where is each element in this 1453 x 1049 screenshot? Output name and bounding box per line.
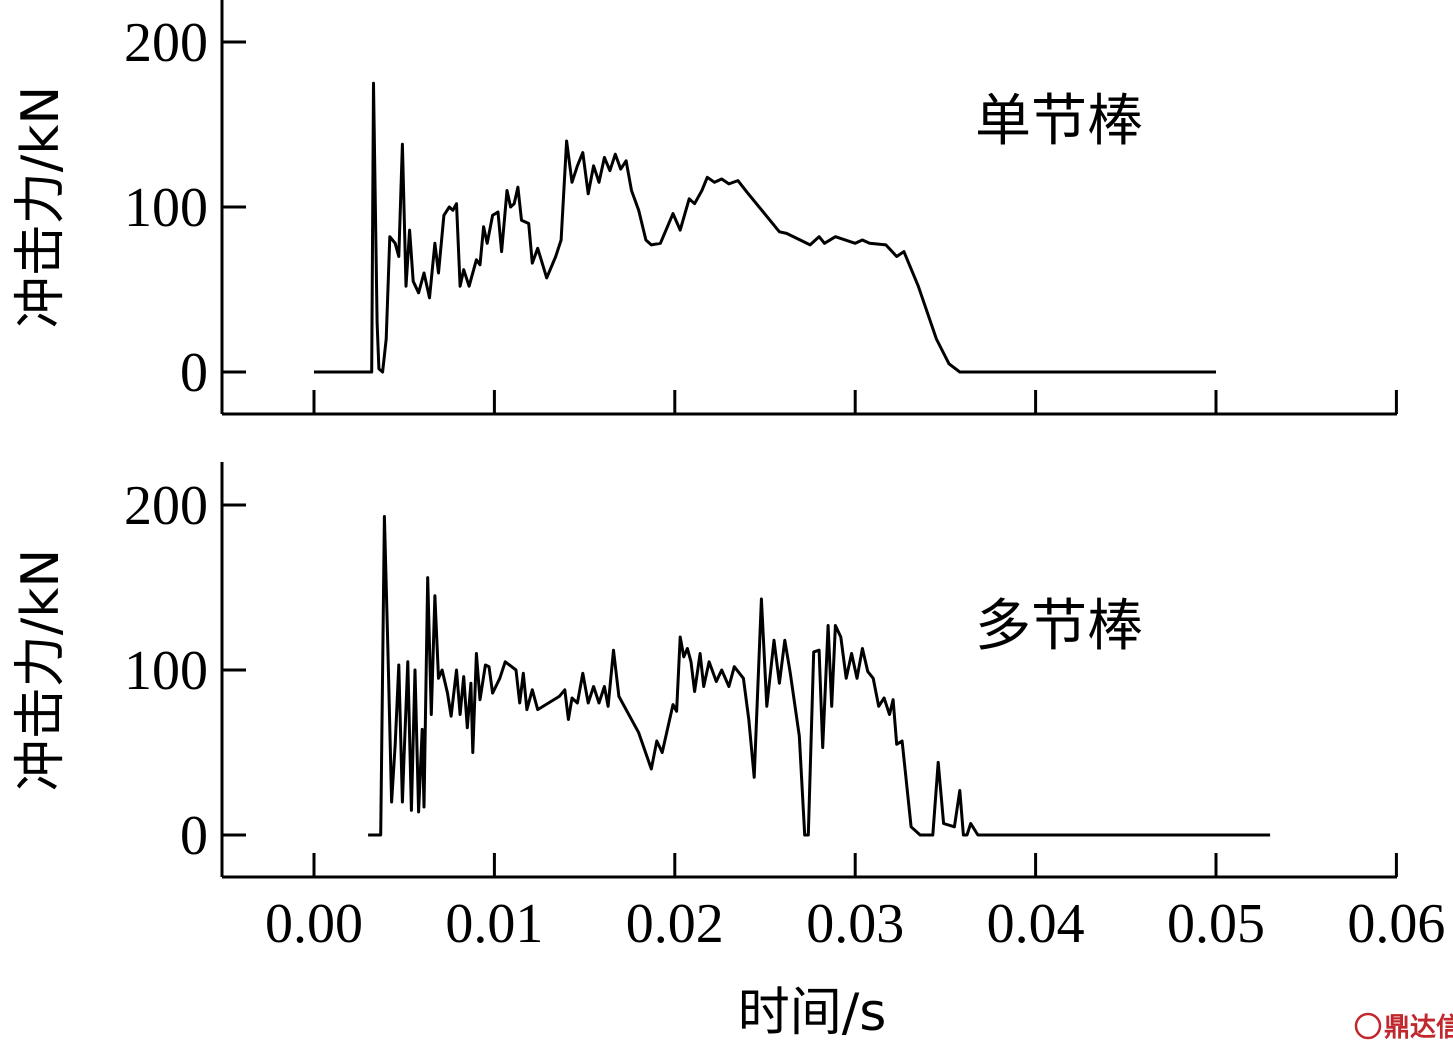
panel-single-rod: 0 100 200 冲击力/kN 单节棒 (11, 0, 1398, 416)
x-tick-label: 0.03 (806, 893, 904, 955)
x-tick-label: 0.04 (987, 893, 1085, 955)
series-label: 多节棒 (975, 594, 1143, 659)
panel-multi-rod: 0 100 200 0.00 0.01 0.02 0.03 0.04 0.05 0.06 冲击力/k… (11, 462, 1445, 955)
x-tick-label: 0.00 (265, 893, 363, 955)
x-tick-label: 0.06 (1347, 893, 1445, 955)
watermark-circle-icon (1354, 1012, 1382, 1040)
series-label: 单节棒 (975, 89, 1143, 154)
x-axis-title: 时间/s (738, 983, 887, 1043)
x-tick-label: 0.05 (1167, 893, 1265, 955)
watermark-logo: 鼎达信 (1354, 1012, 1453, 1043)
y-tick-label: 100 (124, 177, 208, 239)
y-axis-title: 冲击力/kN (11, 86, 71, 329)
y-tick-label: 0 (180, 342, 208, 404)
y-tick-label: 0 (180, 805, 208, 867)
y-tick-label: 200 (124, 12, 208, 74)
y-tick-label: 100 (124, 640, 208, 702)
x-tick-label: 0.01 (445, 893, 543, 955)
watermark-text: 鼎达信 (1384, 1013, 1453, 1043)
x-tick-label: 0.02 (626, 893, 724, 955)
series-line-multi-rod (368, 515, 1271, 837)
y-tick-label: 200 (124, 475, 208, 537)
series-line-single-rod (314, 81, 1216, 374)
y-axis-title: 冲击力/kN (11, 549, 71, 792)
